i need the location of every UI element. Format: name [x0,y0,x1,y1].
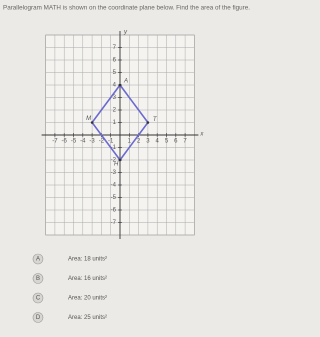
vertex-label: M [86,116,91,122]
y-tick-label: -3 [111,170,117,176]
vertex [118,158,122,162]
y-tick-label: -7 [111,220,117,226]
option-radio[interactable] [32,292,44,304]
vertex-label: T [153,117,158,123]
x-tick-label: -1 [108,139,114,145]
option-text[interactable]: Area: 18 units² [68,257,107,263]
x-tick-label: 7 [183,139,187,145]
option-text[interactable]: Area: 20 units² [68,296,107,302]
y-tick-label: -6 [111,208,117,214]
x-tick-label: -3 [89,139,95,145]
y-axis-label: y [123,30,128,36]
y-tick-label: 6 [113,58,117,64]
vertex-label: H [114,162,119,168]
x-tick-label: 4 [156,139,160,145]
y-tick-label: -1 [111,145,117,151]
x-tick-label: -5 [71,139,77,145]
vertex [90,121,94,124]
x-tick-label: 3 [146,139,150,145]
y-tick-label: -2 [111,158,117,164]
y-tick-label: 4 [113,83,117,89]
option-letter[interactable]: C [36,296,41,302]
x-axis-label: x [199,132,204,138]
vertex [118,83,122,87]
y-tick-label: 7 [113,45,117,51]
option-letter[interactable]: B [36,276,40,282]
y-tick-label: 5 [113,70,117,76]
x-tick-label: -2 [99,139,105,145]
y-tick-label: 3 [113,95,117,101]
y-tick-label: 2 [113,108,117,114]
x-tick-label: -7 [52,139,58,145]
option-radio[interactable] [32,253,44,265]
y-tick-label: -5 [111,195,117,201]
y-tick-label: 1 [113,120,117,126]
x-tick-label: 1 [128,139,132,145]
x-tick-label: 2 [137,139,141,145]
y-tick-label: -4 [111,183,117,189]
option-letter[interactable]: A [36,257,40,263]
question: Parallelogram MATH is shown on the coord… [3,5,250,12]
x-tick-label: 5 [165,139,169,145]
option-letter[interactable]: D [36,315,41,321]
option-radio[interactable] [32,273,44,284]
x-tick-label: -6 [62,139,68,145]
option-text[interactable]: Area: 16 units² [68,276,107,282]
page: Parallelogram MATH is shown on the coord… [3,4,251,323]
vertex [146,121,150,124]
option-radio[interactable] [32,312,44,323]
option-text[interactable]: Area: 25 units² [68,315,107,321]
x-tick-label: 6 [174,139,178,145]
vertex-label: A [123,79,128,85]
x-tick-label: -4 [80,139,86,145]
